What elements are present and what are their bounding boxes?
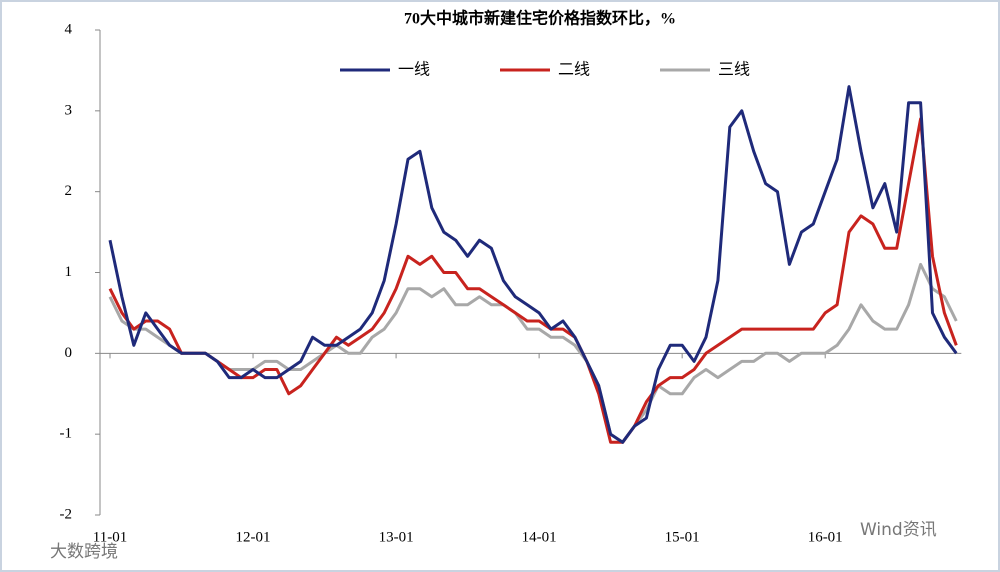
x-tick-label: 16-01 [808, 529, 843, 545]
x-tick-label: 12-01 [236, 529, 271, 545]
watermark: Wind资讯 [860, 520, 937, 540]
y-tick-label: 0 [65, 345, 73, 361]
watermark: 大数跨境 [50, 542, 118, 562]
y-tick-label: -2 [60, 506, 73, 522]
y-tick-label: 2 [65, 183, 73, 199]
legend-label: 三线 [718, 60, 750, 79]
series-line [108, 117, 958, 444]
x-tick-label: 13-01 [379, 529, 414, 545]
x-tick-label: 15-01 [665, 529, 700, 545]
y-tick-label: 1 [65, 264, 73, 280]
y-tick-label: 3 [65, 102, 73, 118]
legend-label: 一线 [398, 60, 430, 79]
legend-label: 二线 [558, 60, 590, 79]
y-tick-label: 4 [65, 21, 73, 37]
chart-title: 70大中城市新建住宅价格指数环比，% [404, 9, 676, 28]
series-line [108, 85, 958, 444]
x-tick-label: 14-01 [522, 529, 557, 545]
y-tick-label: -1 [60, 426, 73, 442]
x-tick-label: 11-01 [93, 529, 127, 545]
